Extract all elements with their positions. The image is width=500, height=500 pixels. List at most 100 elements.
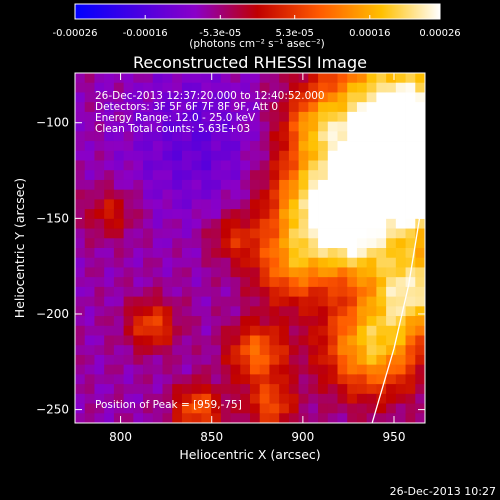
heatmap-cell xyxy=(405,393,416,404)
heatmap-cell xyxy=(405,374,416,385)
heatmap-cell xyxy=(259,131,270,142)
heatmap-cell xyxy=(201,384,212,395)
heatmap-cell xyxy=(318,296,329,307)
heatmap-cell xyxy=(395,131,406,142)
heatmap-cell xyxy=(240,131,251,142)
heatmap-cell xyxy=(152,228,163,239)
heatmap-cell xyxy=(172,325,183,336)
x-tick-label: 900 xyxy=(291,430,314,444)
heatmap-cell xyxy=(230,267,241,278)
heatmap-cell xyxy=(152,209,163,220)
heatmap-cell xyxy=(152,413,163,423)
heatmap-cell xyxy=(181,179,193,191)
heatmap-cell xyxy=(250,92,261,103)
heatmap-cell xyxy=(230,82,241,93)
heatmap-cell xyxy=(279,179,290,191)
heatmap-cell xyxy=(172,413,183,423)
heatmap-cell xyxy=(308,364,319,375)
heatmap-cell xyxy=(356,374,368,385)
heatmap-cell xyxy=(94,413,105,423)
heatmap-cell xyxy=(376,277,387,288)
timestamp: 26-Dec-2013 10:27 xyxy=(390,485,496,498)
heatmap-cell xyxy=(172,102,183,113)
heatmap-cell xyxy=(94,316,105,327)
heatmap-cell xyxy=(318,248,329,259)
heatmap-cell xyxy=(123,170,134,181)
heatmap-cell xyxy=(347,121,358,132)
heatmap-cell xyxy=(288,335,300,346)
heatmap-cell xyxy=(220,102,231,113)
heatmap-cell xyxy=(152,199,163,210)
heatmap-cell xyxy=(181,150,193,161)
heatmap-cell xyxy=(308,296,319,307)
heatmap-cell xyxy=(75,218,86,229)
heatmap-cell xyxy=(376,257,387,268)
heatmap-cell xyxy=(240,345,251,356)
heatmap-cell xyxy=(143,141,154,152)
heatmap-cell xyxy=(259,102,270,113)
heatmap-cell xyxy=(395,393,406,404)
heatmap-cell xyxy=(240,209,251,220)
heatmap-cell xyxy=(337,92,348,103)
heatmap-cell xyxy=(376,121,387,132)
heatmap-cell xyxy=(308,209,319,220)
heatmap-cell xyxy=(191,92,202,103)
heatmap-cell xyxy=(230,354,241,366)
heatmap-cell xyxy=(84,354,95,366)
heatmap-cell xyxy=(230,306,241,317)
heatmap-cell xyxy=(356,170,368,181)
heatmap-cell xyxy=(94,354,105,366)
heatmap-cell xyxy=(376,296,387,307)
heatmap-cell xyxy=(181,393,193,404)
heatmap-cell xyxy=(123,364,134,375)
heatmap-cell xyxy=(250,257,261,268)
heatmap-cell xyxy=(279,335,290,346)
heatmap-cell xyxy=(279,374,290,385)
heatmap-cell xyxy=(162,257,173,268)
heatmap-cell xyxy=(104,170,115,181)
chart-title: Reconstructed RHESSI Image xyxy=(133,53,367,72)
heatmap-cell xyxy=(94,384,105,395)
heatmap-cell xyxy=(240,364,251,375)
heatmap-cell xyxy=(181,325,193,336)
heatmap-cell xyxy=(191,141,202,152)
heatmap-cell xyxy=(211,374,222,385)
heatmap-cell xyxy=(143,131,154,142)
heatmap-cell xyxy=(191,267,202,278)
heatmap-cell xyxy=(240,354,251,366)
heatmap-cell xyxy=(113,73,125,84)
heatmap-cell xyxy=(75,141,86,152)
heatmap-cell xyxy=(298,248,309,259)
heatmap-cell xyxy=(84,102,95,113)
heatmap-cell xyxy=(250,403,261,414)
heatmap-cell xyxy=(376,325,387,336)
heatmap-cell xyxy=(269,374,280,385)
heatmap-cell xyxy=(288,189,300,200)
heatmap-cell xyxy=(104,248,115,259)
heatmap-cell xyxy=(104,374,115,385)
heatmap-cell xyxy=(356,306,368,317)
heatmap-cell xyxy=(395,218,406,229)
heatmap-cell xyxy=(211,296,222,307)
heatmap-cell xyxy=(162,170,173,181)
heatmap-cell xyxy=(104,92,115,103)
heatmap-cell xyxy=(123,393,134,404)
heatmap-cell xyxy=(123,316,134,327)
heatmap-cell xyxy=(395,160,406,171)
heatmap-cell xyxy=(279,141,290,152)
heatmap-cell xyxy=(152,248,163,259)
heatmap-cell xyxy=(366,335,377,346)
heatmap-cell xyxy=(201,316,212,327)
heatmap-cell xyxy=(211,393,222,404)
heatmap-cell xyxy=(230,102,241,113)
heatmap-cell xyxy=(240,218,251,229)
heatmap-cell xyxy=(347,238,358,249)
heatmap-cell xyxy=(162,102,173,113)
heatmap-cell xyxy=(211,354,222,366)
heatmap-cell xyxy=(327,179,338,191)
heatmap-cell xyxy=(395,82,406,93)
heatmap-cell xyxy=(181,345,193,356)
heatmap-cell xyxy=(162,277,173,288)
limb-line-group xyxy=(371,160,425,423)
heatmap-cell xyxy=(201,199,212,210)
